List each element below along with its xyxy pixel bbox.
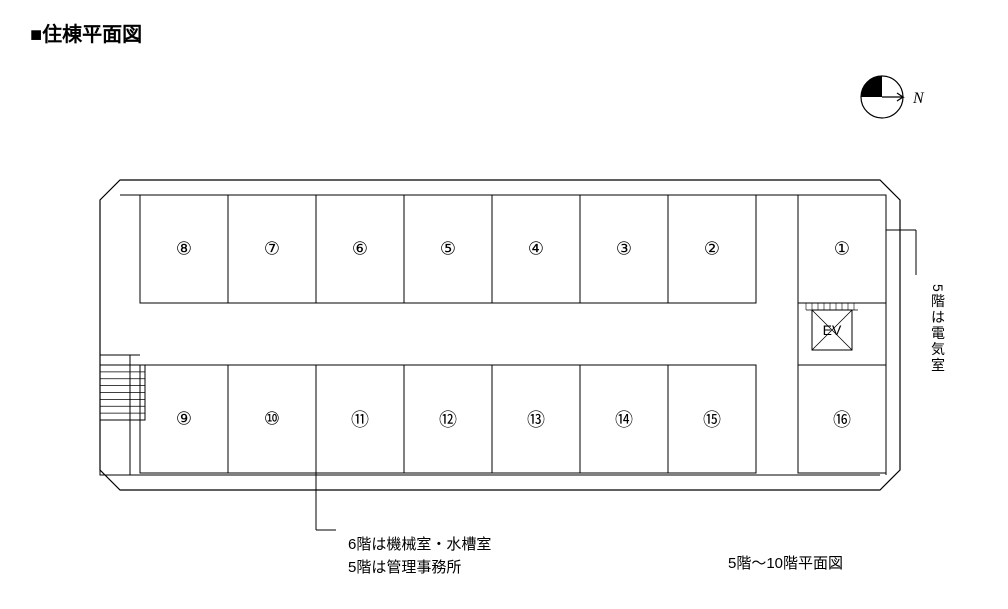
unit-①: ①: [834, 239, 850, 260]
unit-④: ④: [528, 239, 544, 260]
page-title: ■住棟平面図: [30, 18, 142, 47]
unit-⑭: ⑭: [615, 406, 633, 432]
floorplan: ⑧ ⑦ ⑥ ⑤ ④ ③ ② ① ⑨ ⑩ ⑪ ⑫ ⑬ ⑭ ⑮ ⑯ EV: [85, 170, 925, 510]
unit-⑯: ⑯: [833, 406, 851, 432]
note-bottom-line1: 6階は機械室・水槽室: [348, 534, 491, 557]
unit-⑧: ⑧: [176, 239, 192, 260]
unit-⑥: ⑥: [352, 239, 368, 260]
unit-⑦: ⑦: [264, 239, 280, 260]
unit-③: ③: [616, 239, 632, 260]
caption: 5階～10階平面図: [728, 552, 843, 573]
unit-⑬: ⑬: [527, 406, 545, 432]
unit-⑩: ⑩: [264, 409, 280, 430]
compass-label: N: [913, 90, 924, 108]
note-bottom: 6階は機械室・水槽室 5階は管理事務所: [348, 534, 491, 579]
unit-⑤: ⑤: [440, 239, 456, 260]
unit-②: ②: [704, 239, 720, 260]
unit-⑪: ⑪: [351, 406, 369, 432]
compass: N: [855, 72, 925, 122]
ev-label: EV: [823, 322, 842, 338]
unit-⑨: ⑨: [176, 409, 192, 430]
unit-⑮: ⑮: [703, 406, 721, 432]
note-bottom-line2: 5階は管理事務所: [348, 557, 491, 580]
note-right: 5階は電気室: [928, 284, 948, 374]
unit-⑫: ⑫: [439, 406, 457, 432]
